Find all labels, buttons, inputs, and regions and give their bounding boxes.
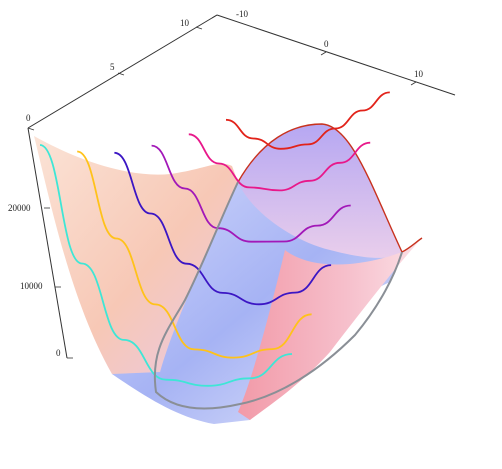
section-curve-4 bbox=[188, 133, 371, 192]
section-curve-3 bbox=[151, 144, 351, 243]
y-tick-mark bbox=[195, 26, 203, 30]
x-tick-label-1: 0 bbox=[324, 39, 329, 49]
axes-frame bbox=[27, 14, 456, 359]
y-tick-mark bbox=[117, 72, 125, 76]
y-tick-label-1: 5 bbox=[110, 62, 115, 72]
section-curve-1 bbox=[76, 150, 312, 359]
z-tick-label-0: 0 bbox=[56, 348, 61, 358]
x-tick-label-2: 10 bbox=[414, 69, 424, 79]
section-curve-5 bbox=[225, 91, 390, 150]
ridge-curve bbox=[153, 181, 403, 410]
y-tick-mark bbox=[27, 127, 35, 131]
z-axis-line bbox=[27, 127, 68, 359]
x-tick-mark bbox=[320, 51, 327, 56]
section-curves bbox=[39, 91, 390, 387]
x-tick-label-0: -10 bbox=[236, 9, 248, 19]
x-axis-line bbox=[216, 14, 456, 96]
surface-left-wall bbox=[34, 136, 238, 380]
section-curve-2 bbox=[114, 151, 332, 306]
z-tick-label-1: 10000 bbox=[20, 281, 43, 291]
z-tick-label-2: 20000 bbox=[8, 203, 31, 213]
y-tick-label-0: 0 bbox=[26, 113, 31, 123]
y-tick-label-2: 10 bbox=[180, 18, 190, 28]
surface-top-edge bbox=[237, 123, 423, 253]
x-tick-mark bbox=[410, 81, 417, 86]
x-tick-mark bbox=[211, 14, 218, 19]
y-axis-line bbox=[27, 14, 218, 129]
tick-labels: -10 0 10 0 5 10 0 10000 20000 bbox=[8, 9, 424, 359]
section-curve-0 bbox=[39, 144, 293, 387]
surface-valley bbox=[112, 182, 402, 424]
surface-right-wall bbox=[238, 238, 422, 420]
